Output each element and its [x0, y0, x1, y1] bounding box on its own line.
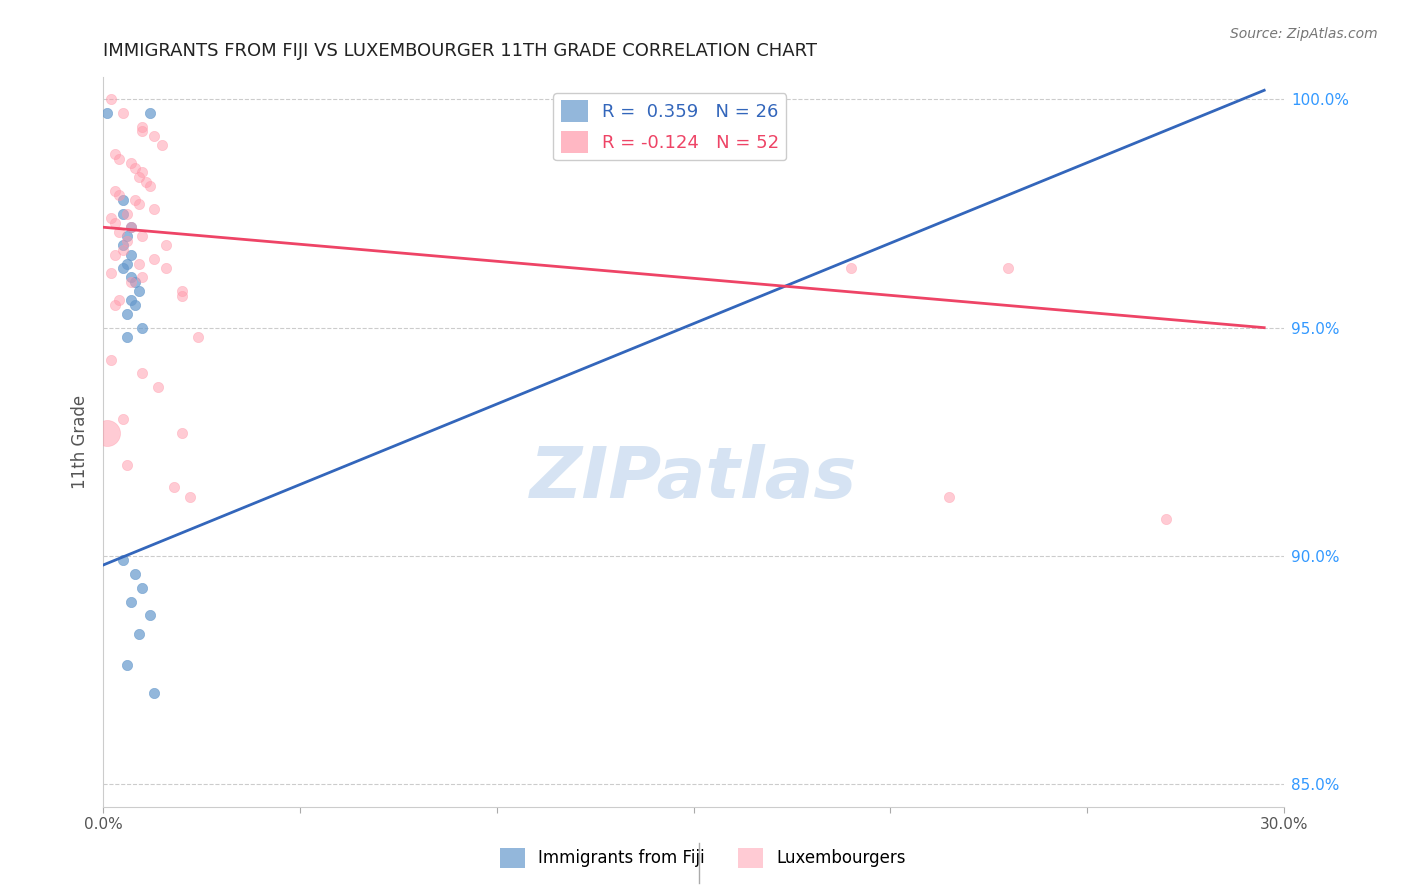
Point — [104, 247, 127, 261]
Point — [115, 234, 138, 248]
Point — [128, 284, 150, 298]
Point — [120, 293, 142, 308]
Point — [111, 553, 134, 567]
Point — [124, 275, 146, 289]
Point — [128, 626, 150, 640]
Point — [104, 216, 127, 230]
Point — [131, 270, 153, 285]
Point — [150, 138, 173, 153]
Point — [115, 307, 138, 321]
Point — [170, 284, 193, 298]
Point — [148, 380, 170, 394]
Point — [124, 193, 146, 207]
Point — [120, 270, 142, 285]
Point — [143, 252, 166, 267]
Point — [115, 458, 138, 472]
Text: Source: ZipAtlas.com: Source: ZipAtlas.com — [1230, 27, 1378, 41]
Point — [115, 658, 138, 673]
Point — [115, 229, 138, 244]
Point — [120, 247, 142, 261]
Point — [120, 220, 142, 235]
Point — [124, 567, 146, 582]
Y-axis label: 11th Grade: 11th Grade — [72, 395, 89, 489]
Point — [96, 106, 118, 120]
Point — [111, 261, 134, 276]
Point — [120, 275, 142, 289]
Text: IMMIGRANTS FROM FIJI VS LUXEMBOURGER 11TH GRADE CORRELATION CHART: IMMIGRANTS FROM FIJI VS LUXEMBOURGER 11T… — [103, 42, 817, 60]
Point — [104, 147, 127, 161]
Point — [111, 238, 134, 252]
Point — [131, 581, 153, 595]
Point — [163, 480, 186, 494]
Point — [108, 225, 131, 239]
Point — [100, 266, 122, 280]
Point — [1154, 512, 1177, 526]
Point — [111, 412, 134, 426]
Point — [135, 175, 157, 189]
Point — [108, 188, 131, 202]
Point — [111, 106, 134, 120]
Point — [131, 320, 153, 334]
Point — [170, 425, 193, 440]
Point — [131, 229, 153, 244]
Point — [115, 257, 138, 271]
Point — [124, 298, 146, 312]
Point — [104, 184, 127, 198]
Point — [139, 608, 162, 623]
Point — [104, 298, 127, 312]
Point — [143, 128, 166, 143]
Point — [131, 124, 153, 138]
Point — [143, 686, 166, 700]
Point — [111, 206, 134, 220]
Point — [111, 243, 134, 257]
Point — [120, 156, 142, 170]
Point — [124, 161, 146, 175]
Point — [155, 261, 177, 276]
Point — [128, 197, 150, 211]
Legend: Immigrants from Fiji, Luxembourgers: Immigrants from Fiji, Luxembourgers — [494, 841, 912, 875]
Point — [120, 220, 142, 235]
Point — [128, 257, 150, 271]
Point — [143, 202, 166, 216]
Point — [120, 594, 142, 608]
Point — [938, 490, 960, 504]
Point — [128, 169, 150, 184]
Point — [115, 330, 138, 344]
Point — [131, 120, 153, 134]
Point — [108, 152, 131, 166]
Point — [96, 425, 118, 440]
Point — [100, 211, 122, 226]
Point — [187, 330, 209, 344]
Point — [100, 352, 122, 367]
Point — [170, 289, 193, 303]
Point — [179, 490, 201, 504]
Point — [108, 293, 131, 308]
Point — [100, 92, 122, 106]
Point — [115, 206, 138, 220]
Legend: R =  0.359   N = 26, R = -0.124   N = 52: R = 0.359 N = 26, R = -0.124 N = 52 — [554, 93, 786, 161]
Point — [839, 261, 862, 276]
Text: ZIPatlas: ZIPatlas — [530, 444, 858, 513]
Point — [131, 165, 153, 179]
Point — [139, 179, 162, 194]
Point — [155, 238, 177, 252]
Point — [139, 106, 162, 120]
Point — [111, 193, 134, 207]
Point — [997, 261, 1019, 276]
Point — [131, 367, 153, 381]
